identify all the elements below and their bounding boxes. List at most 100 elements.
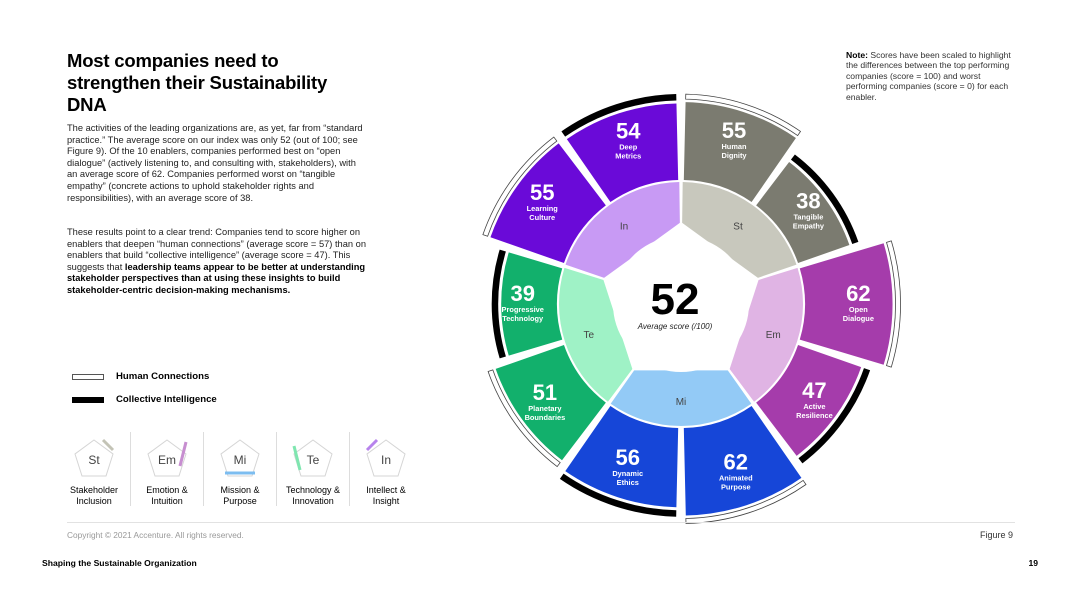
value-label-deep-metrics: 54	[616, 119, 641, 144]
value-label-tangible-empathy: 38	[796, 188, 820, 213]
value-label-planetary-boundaries: 51	[533, 380, 557, 405]
group-key-in: In Intellect & Insight	[350, 432, 422, 506]
center-label: Average score (/100)	[637, 322, 713, 331]
group-key-list: St Stakeholder Inclusion Em Emotion & Intuiti…	[58, 432, 422, 506]
scaling-note: Note: Scores have been scaled to highlig…	[846, 50, 1018, 102]
name-label-animated-purpose-1: Purpose	[721, 483, 751, 492]
band-dynamic-ethics	[559, 473, 677, 517]
key-label-line-2: Inclusion	[76, 495, 112, 506]
name-label-planetary-boundaries-0: Planetary	[528, 404, 562, 413]
band-open-dialogue	[886, 240, 901, 368]
key-label-line-2: Insight	[372, 495, 400, 506]
trend-paragraph: These results point to a clear trend: Co…	[67, 227, 367, 297]
name-label-learning-culture-1: Culture	[529, 213, 555, 222]
center-pentagon	[603, 222, 759, 371]
name-label-deep-metrics-0: Deep	[619, 143, 638, 152]
name-label-tangible-empathy-1: Empathy	[793, 221, 825, 230]
accent-stroke	[365, 438, 379, 452]
group-key-mi: Mi Mission & Purpose	[204, 432, 277, 506]
key-label: Intellect & Insight	[350, 485, 422, 506]
band-animated-purpose	[685, 479, 807, 524]
key-label-line-1: Emotion &	[146, 485, 188, 495]
key-label-line-1: Mission &	[220, 485, 260, 495]
key-abbr: Te	[307, 453, 320, 467]
bar-progressive-technology	[501, 252, 563, 356]
ring-mi	[610, 359, 752, 426]
value-label-animated-purpose: 62	[724, 450, 748, 475]
key-label-line-1: Intellect &	[366, 485, 406, 495]
ring-label-st: St	[733, 222, 743, 233]
key-label: Emotion & Intuition	[131, 485, 203, 506]
pentagon-icon: In	[365, 438, 406, 477]
ring-te	[559, 267, 641, 402]
name-label-dynamic-ethics-0: Dynamic	[612, 469, 643, 478]
bar-tangible-empathy	[756, 162, 850, 264]
note-label: Note:	[846, 50, 868, 60]
bar-planetary-boundaries	[495, 344, 606, 461]
legend-human-connections: Human Connections	[72, 371, 209, 382]
bar-human-dignity	[683, 102, 796, 203]
figure-number: Figure 9	[979, 530, 1013, 540]
value-label-progressive-technology: 39	[510, 281, 534, 306]
legend-collective-intelligence: Collective Intelligence	[72, 394, 217, 405]
bar-dynamic-ethics	[565, 405, 679, 508]
name-label-progressive-technology-0: Progressive	[502, 305, 544, 314]
name-label-dynamic-ethics-1: Ethics	[617, 478, 639, 487]
name-label-open-dialogue-1: Dialogue	[843, 314, 874, 323]
pentagon-icon: Mi	[220, 439, 260, 477]
name-label-progressive-technology-1: Technology	[502, 314, 544, 323]
key-abbr: In	[381, 453, 391, 467]
center-value: 52	[651, 275, 700, 324]
trend-emphasis: leadership teams appear to be better at …	[67, 261, 366, 295]
key-label-line-1: Stakeholder	[69, 485, 119, 495]
band-active-resilience	[798, 368, 871, 464]
bar-animated-purpose	[683, 405, 802, 516]
page-number: 19	[1028, 558, 1038, 568]
band-tangible-empathy	[790, 154, 859, 245]
value-label-dynamic-ethics: 56	[615, 445, 639, 470]
bar-open-dialogue	[799, 243, 893, 365]
intro-paragraph: The activities of the leading organizati…	[67, 123, 363, 203]
legend-swatch-outline	[72, 373, 104, 380]
pentagon-icon: Em	[147, 439, 188, 477]
value-label-open-dialogue: 62	[846, 281, 870, 306]
name-label-open-dialogue-0: Open	[849, 305, 868, 314]
value-label-learning-culture: 55	[530, 180, 554, 205]
key-label: Technology & Innovation	[277, 485, 349, 506]
band-planetary-boundaries	[487, 369, 561, 468]
key-abbr: Em	[158, 453, 176, 467]
key-abbr: Mi	[234, 453, 247, 467]
key-label: Stakeholder Inclusion	[58, 485, 130, 506]
pentagon-outline	[293, 439, 333, 477]
value-label-human-dignity: 55	[722, 118, 746, 143]
legend-label-human: Human Connections	[116, 371, 210, 382]
pentagon-outline	[74, 439, 114, 477]
ring-in	[565, 182, 681, 283]
name-label-deep-metrics-1: Metrics	[615, 152, 641, 161]
name-label-active-resilience-1: Resilience	[796, 411, 833, 420]
pentagon-outline	[220, 439, 260, 477]
group-key-te: Te Technology & Innovation	[277, 432, 350, 506]
ring-st	[681, 182, 797, 283]
legend-swatch-solid	[72, 396, 104, 403]
value-label-active-resilience: 47	[802, 378, 826, 403]
copyright: Copyright © 2021 Accenture. All rights r…	[67, 530, 244, 540]
name-label-planetary-boundaries-1: Boundaries	[525, 413, 566, 422]
key-label-line-2: Intuition	[151, 495, 183, 506]
group-key-st: St Stakeholder Inclusion	[58, 432, 131, 506]
note-text: Scores have been scaled to highlight the…	[846, 50, 1011, 102]
ring-label-te: Te	[583, 330, 594, 341]
name-label-human-dignity-0: Human	[721, 142, 747, 151]
pentagon-outline	[366, 439, 406, 477]
name-label-learning-culture-0: Learning	[527, 204, 559, 213]
key-abbr: St	[88, 453, 100, 467]
band-human-dignity	[685, 93, 802, 137]
ring-em	[721, 267, 803, 402]
page-title: Most companies need to strengthen their …	[67, 50, 328, 115]
name-label-human-dignity-1: Dignity	[721, 151, 747, 160]
report-title: Shaping the Sustainable Organization	[42, 558, 197, 568]
name-label-tangible-empathy-0: Tangible	[793, 212, 823, 221]
bar-active-resilience	[756, 344, 862, 456]
bar-learning-culture	[490, 143, 606, 264]
